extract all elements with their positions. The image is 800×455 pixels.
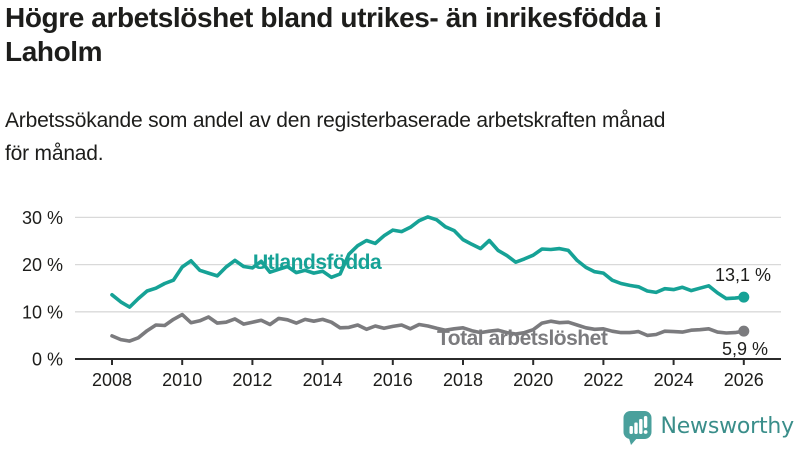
x-axis-tick-label: 2026 (724, 370, 764, 390)
y-axis-tick-label: 0 % (32, 350, 63, 370)
chart-subtitle: Arbetssökande som andel av den registerb… (5, 104, 797, 170)
x-axis-tick-label: 2012 (232, 370, 272, 390)
chart-title-line-2: Laholm (5, 36, 103, 67)
x-axis-tick-label: 2014 (303, 370, 343, 390)
chart-title-line-1: Högre arbetslöshet bland utrikes- än inr… (5, 2, 662, 33)
series-end-dot-utlandsfodda (738, 291, 750, 303)
chart-subtitle-line-1: Arbetssökande som andel av den registerb… (5, 109, 666, 132)
y-axis-tick-label: 10 % (22, 302, 63, 322)
series-end-dot-total (738, 325, 750, 337)
x-axis-tick-label: 2008 (92, 370, 132, 390)
end-value-label-utlandsfodda: 13,1 % (715, 265, 771, 285)
x-axis-tick-label: 2016 (373, 370, 413, 390)
x-axis-tick-label: 2010 (162, 370, 202, 390)
series-label-total-arbetsloshet: Total arbetslöshet (437, 327, 608, 350)
y-axis-tick-label: 20 % (22, 255, 63, 275)
newsworthy-logo-text: Newsworthy (660, 413, 794, 439)
y-axis-tick-label: 30 % (22, 208, 63, 228)
series-line-utlandsfodda (110, 215, 746, 309)
series-line-total (110, 312, 746, 343)
chart-subtitle-line-2: för månad. (5, 142, 104, 165)
x-axis-tick-label: 2018 (443, 370, 483, 390)
x-axis-tick-label: 2022 (583, 370, 623, 390)
x-axis-tick-label: 2020 (513, 370, 553, 390)
series-label-utlandsfodda: Utlandsfödda (253, 251, 382, 274)
newsworthy-logo-icon (623, 411, 652, 445)
end-value-label-total: 5,9 % (722, 339, 768, 359)
newsworthy-logo: Newsworthy (622, 407, 794, 445)
x-axis-tick-label: 2024 (654, 370, 694, 390)
chart-title: Högre arbetslöshet bland utrikes- än inr… (5, 1, 797, 69)
